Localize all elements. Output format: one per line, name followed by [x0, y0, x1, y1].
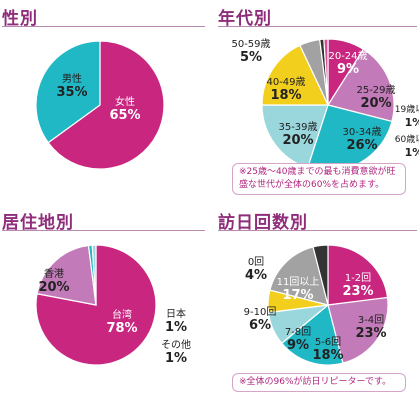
svg-text:女性: 女性 — [115, 95, 135, 108]
svg-text:男性: 男性 — [62, 72, 82, 85]
svg-text:1-2回: 1-2回 — [345, 272, 371, 284]
svg-text:18%: 18% — [270, 88, 301, 103]
svg-text:23%: 23% — [342, 284, 373, 299]
svg-text:4%: 4% — [245, 268, 267, 283]
svg-text:1%: 1% — [405, 146, 419, 159]
age-pie-chart: 20-24歳9%25-29歳20%30-34歳26%35-39歳20%40-49… — [231, 38, 419, 172]
svg-text:18%: 18% — [312, 348, 343, 363]
pie-slice-0-3 — [312, 244, 329, 306]
pie-slice-x-2 — [35, 244, 157, 366]
svg-text:その他: その他 — [161, 338, 191, 351]
svg-text:1%: 1% — [165, 320, 187, 335]
svg-text:20%: 20% — [282, 133, 313, 148]
residence-heading: 居住地別 — [2, 213, 74, 233]
svg-text:5%: 5% — [240, 50, 262, 65]
svg-text:65%: 65% — [109, 108, 140, 123]
svg-text:5-6回: 5-6回 — [315, 336, 341, 348]
svg-text:9%: 9% — [337, 62, 359, 77]
gender-heading-rule — [2, 26, 205, 27]
svg-text:35-39歳: 35-39歳 — [278, 121, 317, 133]
pie-label-7-8-3: 7-8回9% — [285, 326, 311, 353]
svg-text:20-24歳: 20-24歳 — [328, 50, 367, 62]
pie-slice-11-3 — [269, 246, 329, 306]
svg-text:20%: 20% — [38, 280, 69, 295]
age-heading-rule — [218, 26, 417, 27]
svg-text:50-59歳: 50-59歳 — [231, 38, 270, 50]
svg-text:30-34歳: 30-34歳 — [342, 126, 381, 138]
visits-note: ※全体の96%が訪日リピーターです。 — [232, 373, 406, 392]
svg-text:25-29歳: 25-29歳 — [356, 84, 395, 96]
svg-text:0回: 0回 — [248, 256, 264, 268]
pie-slice-x-0 — [47, 40, 165, 170]
svg-text:7-8回: 7-8回 — [285, 326, 311, 338]
svg-text:1%: 1% — [405, 116, 419, 129]
svg-text:60歳以上: 60歳以上 — [395, 133, 419, 145]
svg-text:9%: 9% — [287, 338, 309, 353]
pie-slice-1-2-3 — [327, 244, 389, 306]
residence-heading-rule — [2, 230, 205, 231]
pie-slice-25-29-1 — [327, 48, 395, 123]
svg-text:6%: 6% — [249, 318, 271, 333]
svg-text:40-49歳: 40-49歳 — [266, 76, 305, 88]
svg-text:1%: 1% — [165, 351, 187, 366]
pie-slice-40-49-1 — [261, 44, 329, 106]
pie-slice-5-6-3 — [280, 303, 344, 366]
pie-slice-19-1 — [323, 38, 329, 106]
age-note: ※25歳～40歳までの最も消費意欲が旺盛な世代が全体の60%を占めます。 — [232, 163, 406, 195]
svg-text:35%: 35% — [56, 85, 87, 100]
pie-label-60-1: 60歳以上1% — [395, 133, 419, 159]
svg-text:19歳以下: 19歳以下 — [395, 103, 419, 115]
visits-heading: 訪日回数別 — [218, 213, 308, 233]
visits-heading-rule — [218, 230, 417, 231]
svg-text:香港: 香港 — [44, 268, 64, 280]
pie-slice-x-2 — [36, 244, 97, 306]
pie-slice-3-4-3 — [327, 296, 389, 364]
pie-label-0-3: 0回4% — [245, 256, 267, 283]
svg-text:26%: 26% — [346, 138, 377, 153]
gender-heading: 性別 — [2, 9, 38, 29]
svg-text:78%: 78% — [106, 321, 137, 336]
age-heading: 年代別 — [218, 9, 272, 29]
pie-label-x-2: 日本1% — [165, 307, 187, 335]
svg-text:11回以上: 11回以上 — [277, 276, 320, 288]
svg-text:23%: 23% — [355, 326, 386, 341]
pie-slice-x-0 — [35, 40, 101, 144]
visits-pie-chart: 1-2回23%3-4回23%5-6回18%7-8回9%9-10回6%11回以上1… — [244, 244, 389, 366]
svg-text:台湾: 台湾 — [112, 308, 132, 321]
pie-label-19-1: 19歳以下1% — [395, 103, 419, 129]
svg-text:日本: 日本 — [166, 307, 186, 320]
svg-text:17%: 17% — [282, 288, 313, 303]
svg-text:20%: 20% — [360, 96, 391, 111]
svg-text:9-10回: 9-10回 — [244, 306, 277, 318]
svg-text:3-4回: 3-4回 — [358, 314, 384, 326]
pie-slice-x-2 — [91, 244, 97, 306]
